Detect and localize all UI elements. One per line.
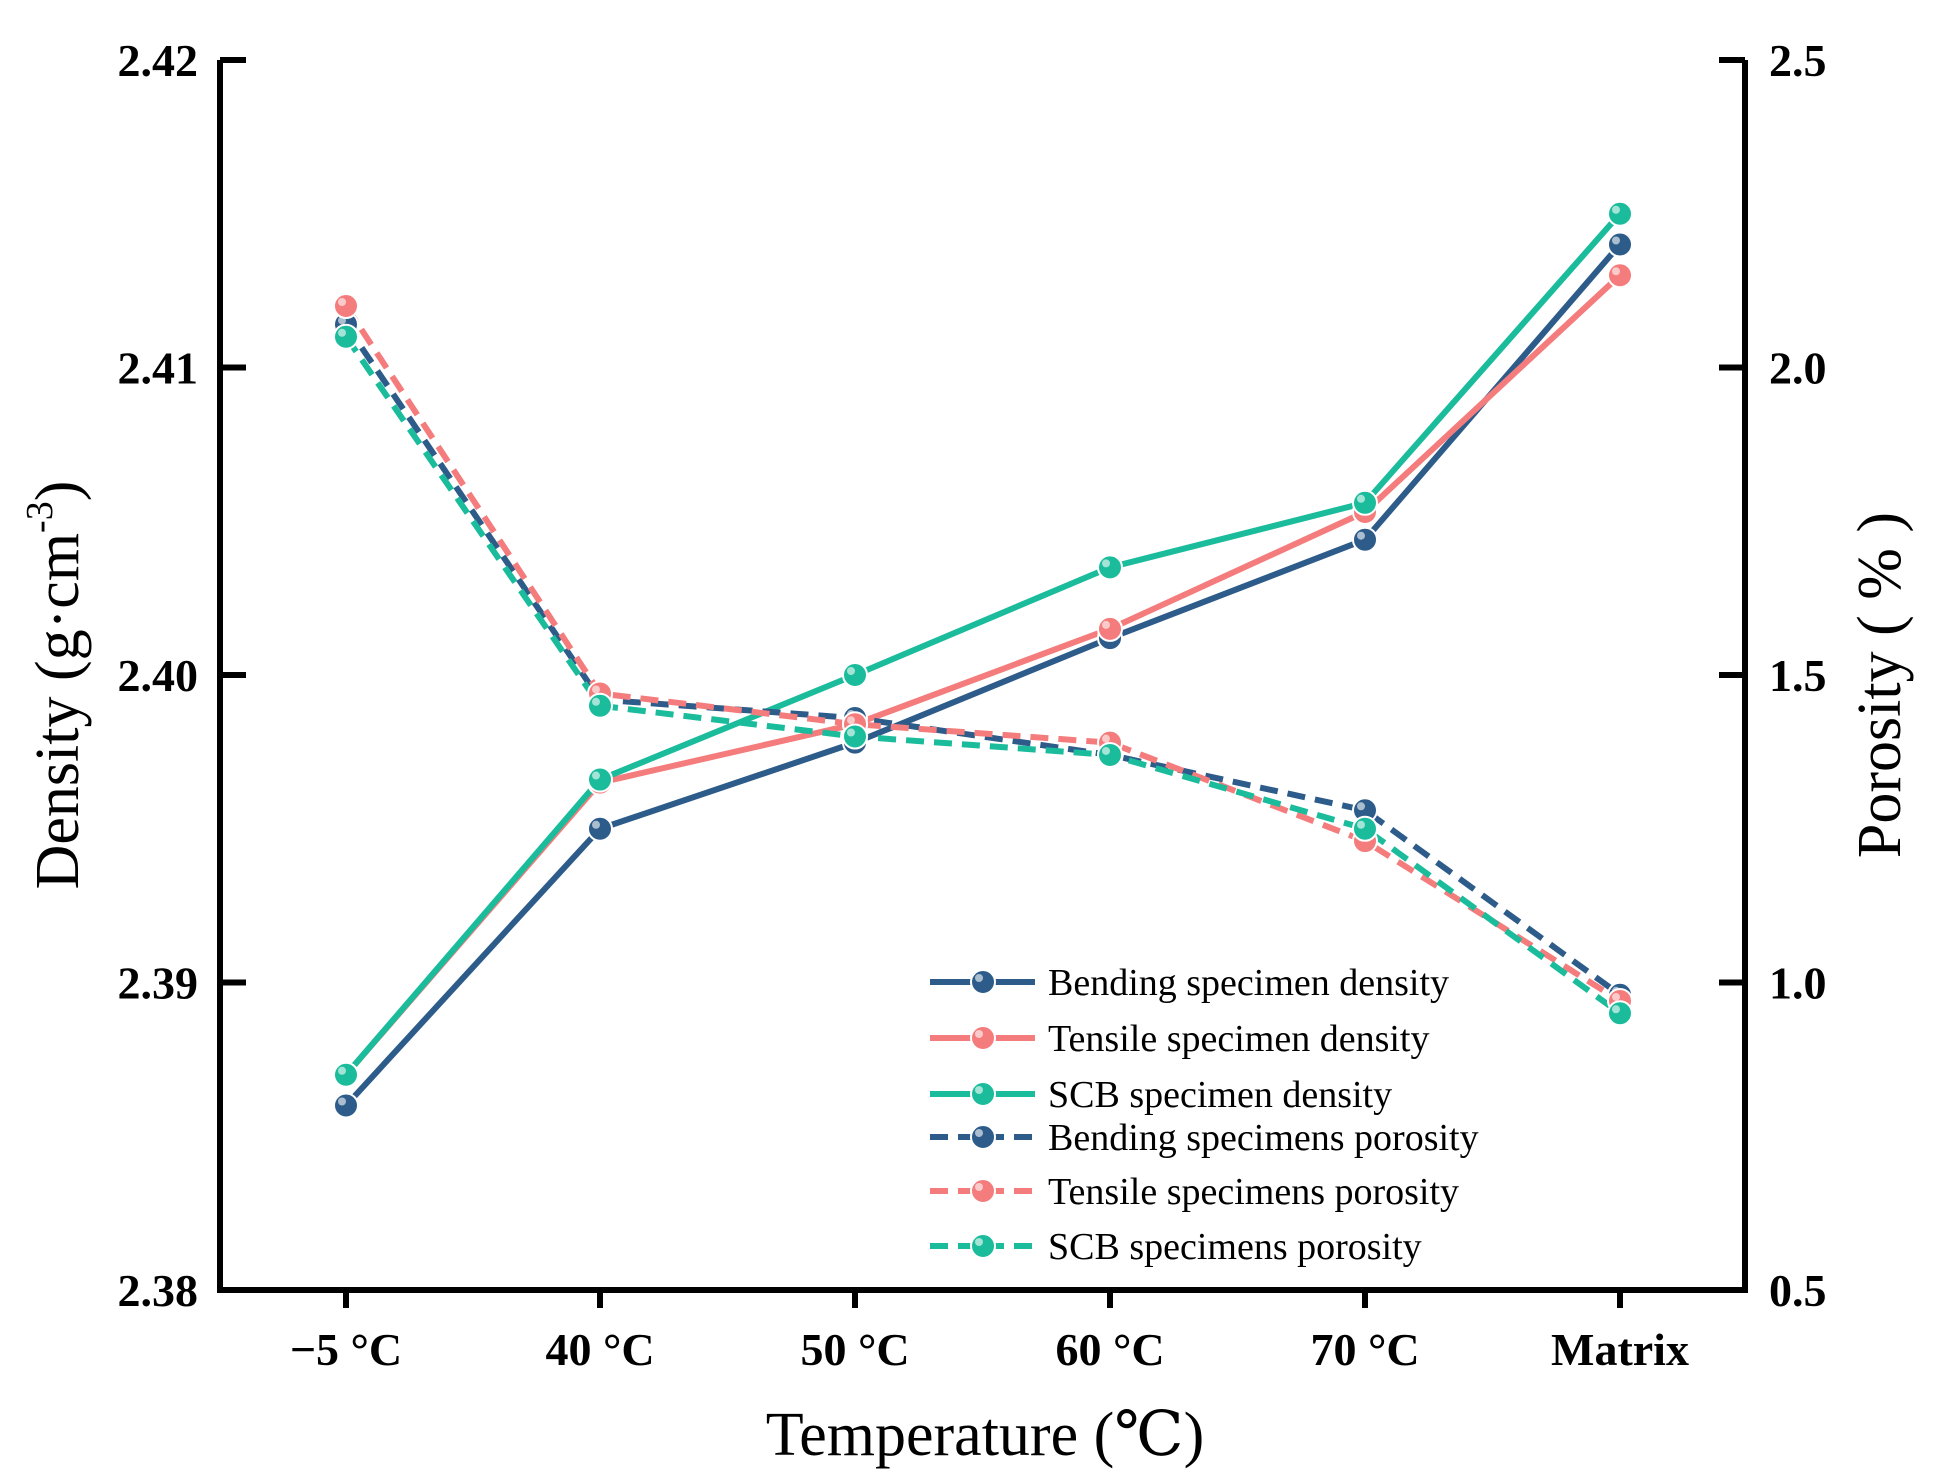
x-tick-label: −5 °C — [290, 1324, 402, 1375]
data-point-highlight — [338, 1066, 346, 1075]
data-point-highlight — [847, 667, 855, 675]
legend-marker-highlight — [975, 1183, 983, 1191]
data-point-s2 — [1352, 489, 1378, 516]
data-point-s2 — [1607, 200, 1633, 227]
series-line-4 — [343, 304, 1622, 1004]
legend-marker-highlight — [975, 974, 983, 982]
data-point-highlight — [592, 771, 600, 780]
chart-marks — [333, 200, 1633, 1119]
data-point-s5 — [1352, 815, 1378, 842]
legend-label-0: Bending specimen density — [1048, 962, 1449, 1004]
data-point-s5 — [587, 692, 613, 719]
x-tick-label: 40 °C — [545, 1324, 654, 1375]
data-point-s1 — [1097, 615, 1123, 642]
data-point-s2 — [333, 1061, 359, 1088]
data-point-s4 — [333, 293, 359, 319]
x-tick-label: 50 °C — [800, 1324, 909, 1375]
x-axis-title: Temperature (℃) — [766, 1401, 1205, 1469]
data-point-highlight — [592, 820, 600, 829]
y-right-tick-label: 1.0 — [1769, 958, 1827, 1009]
data-point-highlight — [1357, 820, 1365, 829]
legend-marker-2 — [970, 1081, 996, 1107]
y-axis-left-title-sup: -3 — [19, 501, 61, 533]
legend: Bending specimen density Tensile specimen… — [930, 962, 1479, 1268]
data-point-s5 — [842, 723, 868, 750]
data-point-s5 — [1097, 741, 1123, 768]
x-tick-label: 70 °C — [1310, 1324, 1419, 1375]
data-point-highlight — [1357, 802, 1365, 811]
data-point-highlight — [1612, 992, 1620, 1001]
y-left-tick-label: 2.38 — [118, 1265, 199, 1316]
y-left-tick-label: 2.40 — [118, 650, 199, 701]
data-point-highlight — [1612, 236, 1620, 245]
data-point-highlight — [592, 685, 600, 694]
legend-label-5: SCB specimens porosity — [1048, 1226, 1422, 1268]
data-point-highlight — [1102, 734, 1110, 743]
y-axis-left-title: Density (g·cm-3) — [19, 481, 92, 890]
legend-marker-highlight — [975, 1030, 983, 1038]
legend-marker-5 — [970, 1233, 996, 1259]
data-point-highlight — [1102, 746, 1110, 755]
legend-marker-1 — [970, 1025, 996, 1051]
axes: 2.38 2.39 2.40 2.41 2.42 0.5 1.0 1.5 2.0 2.5 −5 °C… — [118, 35, 1827, 1375]
y-left-tick-label: 2.41 — [118, 343, 199, 394]
x-tick-label: 60 °C — [1055, 1324, 1164, 1375]
data-point-highlight — [1612, 205, 1620, 214]
data-point-s5 — [1607, 1000, 1633, 1027]
data-point-s0 — [1352, 526, 1378, 553]
data-point-highlight — [1357, 531, 1365, 540]
data-point-highlight — [847, 728, 855, 737]
legend-label-1: Tensile specimen density — [1048, 1018, 1429, 1060]
data-point-highlight — [847, 716, 855, 725]
legend-marker-4 — [970, 1178, 996, 1204]
legend-marker-highlight — [975, 1238, 983, 1246]
series-line-1 — [343, 273, 1623, 1077]
data-point-s2 — [1097, 554, 1123, 581]
legend-marker-3 — [970, 1124, 996, 1150]
data-point-s5 — [333, 323, 359, 350]
y-axis-left-title-end: ) — [24, 481, 92, 502]
legend-label-4: Tensile specimens porosity — [1048, 1171, 1459, 1213]
y-left-tick-label: 2.39 — [118, 958, 199, 1009]
data-point-s0 — [1607, 231, 1633, 258]
legend-marker-highlight — [975, 1129, 983, 1137]
y-axis-left-title-main: Density (g·cm — [24, 533, 92, 889]
data-point-highlight — [1612, 267, 1620, 276]
y-right-tick-label: 2.0 — [1769, 343, 1827, 394]
data-point-s1 — [1607, 262, 1633, 289]
x-tick-label: Matrix — [1551, 1324, 1689, 1375]
y-right-tick-label: 0.5 — [1769, 1265, 1827, 1316]
y-right-tick-label: 2.5 — [1769, 35, 1827, 86]
data-point-s0 — [587, 815, 613, 842]
data-point-highlight — [338, 328, 346, 337]
data-point-s2 — [842, 662, 868, 688]
data-point-highlight — [1357, 494, 1365, 503]
data-point-s2 — [587, 766, 613, 793]
data-point-s0 — [333, 1092, 359, 1119]
series-line-2 — [343, 211, 1623, 1077]
y-right-tick-label: 1.5 — [1769, 650, 1827, 701]
legend-label-2: SCB specimen density — [1048, 1074, 1392, 1116]
legend-label-3: Bending specimens porosity — [1048, 1117, 1479, 1159]
series-line-0 — [343, 242, 1623, 1108]
series-line-5 — [343, 335, 1622, 1016]
data-point-highlight — [338, 1097, 346, 1106]
y-left-tick-label: 2.42 — [118, 35, 199, 86]
series-line-3 — [343, 322, 1622, 998]
data-point-highlight — [592, 697, 600, 706]
data-point-highlight — [1612, 1005, 1620, 1014]
data-point-highlight — [1102, 559, 1110, 568]
legend-marker-highlight — [975, 1086, 983, 1094]
legend-marker-0 — [970, 969, 996, 995]
data-point-highlight — [338, 298, 346, 306]
data-point-highlight — [1102, 620, 1110, 629]
y-axis-right-title: Porosity ( % ) — [1846, 512, 1914, 858]
